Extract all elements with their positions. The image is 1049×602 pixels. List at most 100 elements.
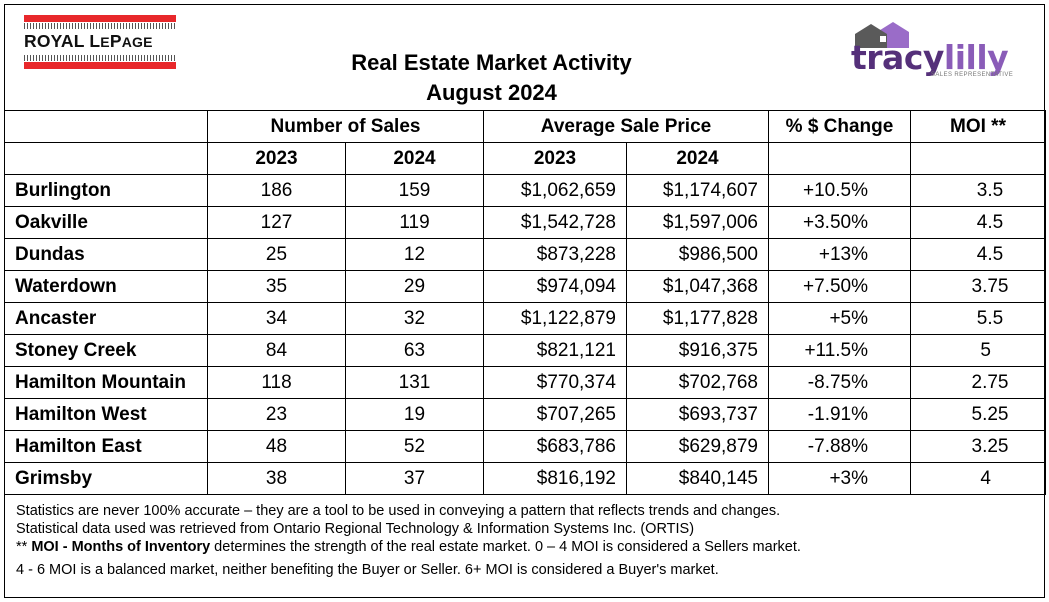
market-activity-table: Number of Sales Average Sale Price % $ C… xyxy=(4,110,1046,495)
sales-2023: 23 xyxy=(207,398,346,431)
table-row: Grimsby 38 37 $816,192 $840,145 +3% 4 xyxy=(4,462,1046,495)
moi-value: 3.75 xyxy=(910,270,1046,303)
sales-2023: 35 xyxy=(207,270,346,303)
logo-red-bar-bottom xyxy=(24,62,176,69)
percent-change: -8.75% xyxy=(768,366,911,399)
sales-2024: 131 xyxy=(345,366,484,399)
sales-2024: 37 xyxy=(345,462,484,495)
footnote-moi-definition: ** MOI - Months of Inventory determines … xyxy=(16,539,801,555)
moi-value: 4.5 xyxy=(910,238,1046,271)
price-2023: $1,122,879 xyxy=(483,302,627,335)
table-row: Hamilton West 23 19 $707,265 $693,737 -1.91% 5… xyxy=(4,398,1046,431)
header: ROYAL LEPAGE Real Estate Market Activity… xyxy=(4,4,1045,110)
tracy-lilly-wordmark: tracylilly xyxy=(851,38,1009,77)
price-2024: $840,145 xyxy=(626,462,769,495)
price-2024: $693,737 xyxy=(626,398,769,431)
percent-change: +3.50% xyxy=(768,206,911,239)
moi-value: 5.25 xyxy=(910,398,1046,431)
area-name: Hamilton West xyxy=(4,398,208,431)
price-2023: $1,062,659 xyxy=(483,174,627,207)
price-2023: $707,265 xyxy=(483,398,627,431)
price-2023: $1,542,728 xyxy=(483,206,627,239)
sales-2023: 38 xyxy=(207,462,346,495)
area-name: Stoney Creek xyxy=(4,334,208,367)
moi-value: 4.5 xyxy=(910,206,1046,239)
corner-cell xyxy=(4,142,208,175)
title-line-1: Real Estate Market Activity xyxy=(351,50,632,75)
sales-2024: 19 xyxy=(345,398,484,431)
table-row: Hamilton East 48 52 $683,786 $629,879 -7.88% 3… xyxy=(4,430,1046,463)
sales-2024: 119 xyxy=(345,206,484,239)
price-2023: $770,374 xyxy=(483,366,627,399)
moi-value: 4 xyxy=(910,462,1046,495)
sales-2023: 84 xyxy=(207,334,346,367)
percent-change: -1.91% xyxy=(768,398,911,431)
price-2024: $986,500 xyxy=(626,238,769,271)
table-row: Oakville 127 119 $1,542,728 $1,597,006 +3.50%… xyxy=(4,206,1046,239)
logo-tick-strip-top xyxy=(24,23,176,29)
percent-change: +5% xyxy=(768,302,911,335)
tracy-lilly-logo: tracylilly SALES REPRESENTATIVE xyxy=(843,20,1023,86)
sales-2023: 127 xyxy=(207,206,346,239)
report-title: Real Estate Market Activity August 2024 xyxy=(4,48,1045,108)
area-name: Burlington xyxy=(4,174,208,207)
price-2024: $1,174,607 xyxy=(626,174,769,207)
moi-value: 3.25 xyxy=(910,430,1046,463)
percent-change: +10.5% xyxy=(768,174,911,207)
price-2024: $629,879 xyxy=(626,430,769,463)
sales-2023: 186 xyxy=(207,174,346,207)
price-2024: $1,597,006 xyxy=(626,206,769,239)
logo-subtitle: SALES REPRESENTATIVE xyxy=(931,72,1014,78)
area-name: Grimsby xyxy=(4,462,208,495)
sales-2024: 159 xyxy=(345,174,484,207)
moi-value: 5 xyxy=(910,334,1046,367)
sales-2024: 29 xyxy=(345,270,484,303)
group-header-row: Number of Sales Average Sale Price % $ C… xyxy=(4,110,1046,143)
price-2024: $916,375 xyxy=(626,334,769,367)
footnote-moi-scale: 4 - 6 MOI is a balanced market, neither … xyxy=(16,562,719,578)
house-icon xyxy=(855,22,909,48)
percent-change: +13% xyxy=(768,238,911,271)
area-name: Oakville xyxy=(4,206,208,239)
price-2023: $974,094 xyxy=(483,270,627,303)
table-row: Ancaster 34 32 $1,122,879 $1,177,828 +5% 5.5 xyxy=(4,302,1046,335)
price-2023: $821,121 xyxy=(483,334,627,367)
logo-tick-strip-bottom xyxy=(24,55,176,61)
area-name: Ancaster xyxy=(4,302,208,335)
area-name: Waterdown xyxy=(4,270,208,303)
moi-value: 3.5 xyxy=(910,174,1046,207)
footnotes: Statistics are never 100% accurate – the… xyxy=(16,502,1036,579)
table-row: Hamilton Mountain 118 131 $770,374 $702,768-… xyxy=(4,366,1046,399)
percent-change: +7.50% xyxy=(768,270,911,303)
header-moi: MOI ** xyxy=(910,110,1046,143)
year-header-row: 2023 2024 2023 2024 xyxy=(4,142,1046,175)
sales-2023: 118 xyxy=(207,366,346,399)
footnote-accuracy: Statistics are never 100% accurate – the… xyxy=(16,503,781,519)
table-row: Dundas 25 12 $873,228 $986,500 +13% 4.5 xyxy=(4,238,1046,271)
price-2023: $816,192 xyxy=(483,462,627,495)
header-number-of-sales: Number of Sales xyxy=(207,110,484,143)
price-2024: $1,177,828 xyxy=(626,302,769,335)
area-name: Hamilton East xyxy=(4,430,208,463)
footnote-source: Statistical data used was retrieved from… xyxy=(16,521,695,537)
sales-2023: 48 xyxy=(207,430,346,463)
royal-lepage-logo: ROYAL LEPAGE xyxy=(24,15,176,69)
header-empty-cell xyxy=(768,142,911,175)
sales-2023: 25 xyxy=(207,238,346,271)
header-price-year: 2023 xyxy=(483,142,627,175)
area-name: Dundas xyxy=(4,238,208,271)
header-percent-change: % $ Change xyxy=(768,110,911,143)
sales-2024: 52 xyxy=(345,430,484,463)
percent-change: -7.88% xyxy=(768,430,911,463)
sales-2024: 63 xyxy=(345,334,484,367)
logo-red-bar-top xyxy=(24,15,176,22)
percent-change: +3% xyxy=(768,462,911,495)
table-row: Burlington 186 159 $1,062,659 $1,174,607 +10.… xyxy=(4,174,1046,207)
corner-cell xyxy=(4,110,208,143)
table-row: Stoney Creek 84 63 $821,121 $916,375 +11.5% 5 xyxy=(4,334,1046,367)
price-2023: $683,786 xyxy=(483,430,627,463)
price-2023: $873,228 xyxy=(483,238,627,271)
header-empty-cell xyxy=(910,142,1046,175)
sales-2023: 34 xyxy=(207,302,346,335)
moi-value: 2.75 xyxy=(910,366,1046,399)
